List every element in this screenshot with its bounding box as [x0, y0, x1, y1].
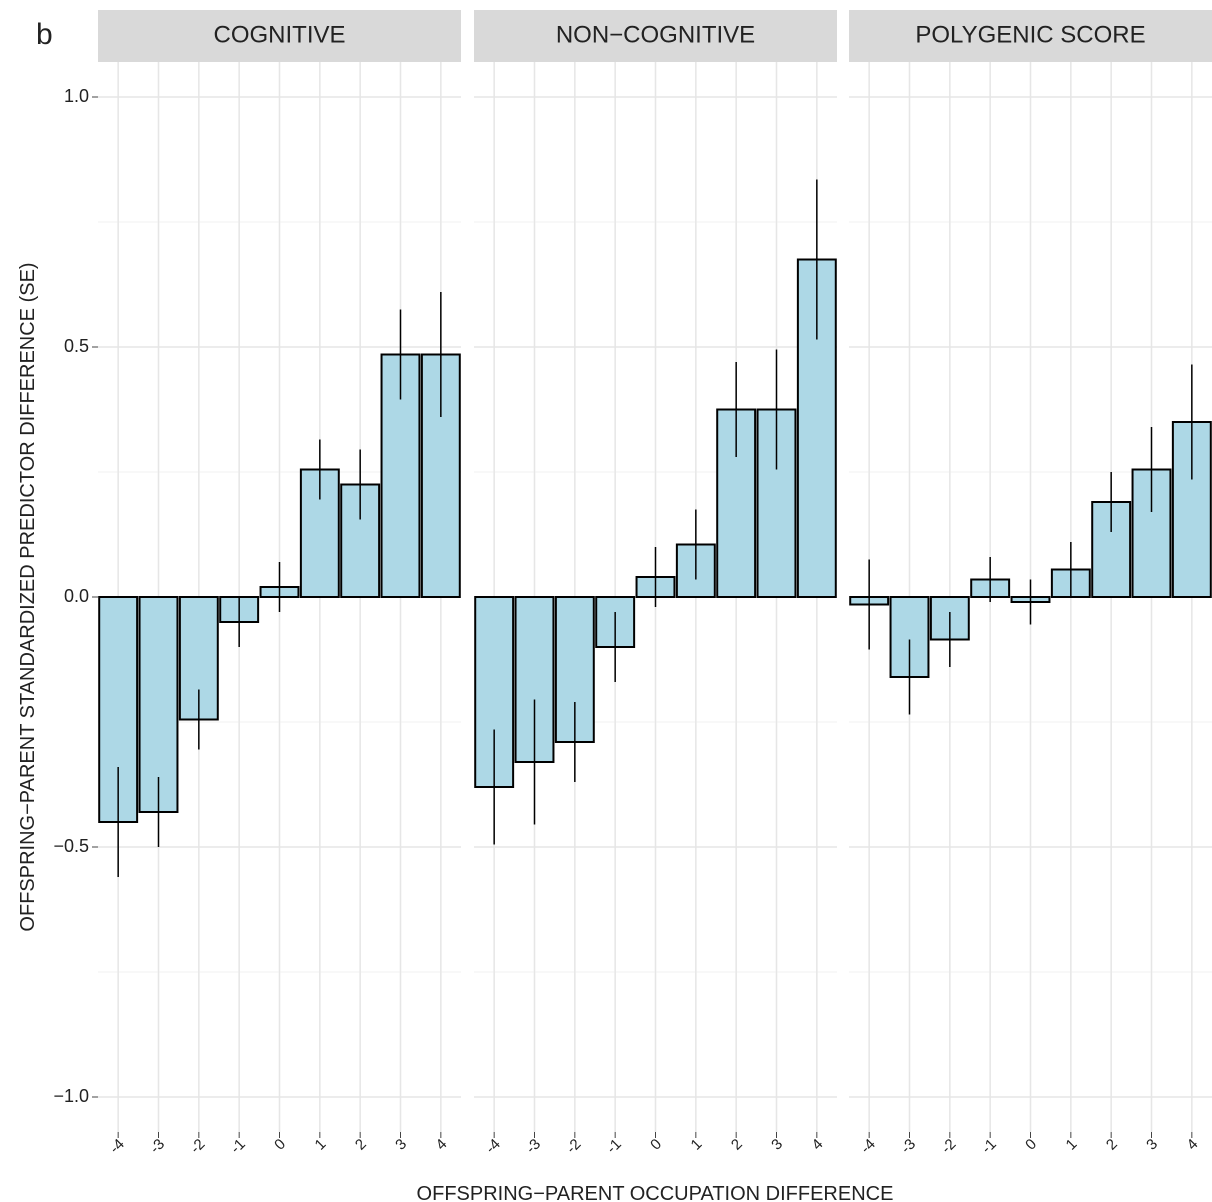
x-tick-label: 3: [768, 1136, 786, 1154]
x-tick-label: -4: [482, 1136, 503, 1157]
x-axis-label: OFFSPRING−PARENT OCCUPATION DIFFERENCE: [417, 1183, 894, 1202]
x-tick-label: 0: [271, 1136, 289, 1154]
x-tick-label: -4: [106, 1136, 127, 1157]
x-tick-label: 4: [433, 1136, 451, 1154]
x-tick-label: 2: [352, 1136, 370, 1154]
x-tick-label: 0: [1022, 1136, 1040, 1154]
y-axis-label: OFFSPRING−PARENT STANDARDIZED PREDICTOR …: [17, 262, 39, 931]
bar: [138, 596, 179, 813]
x-tick-label: -1: [978, 1136, 999, 1157]
x-tick-label: 0: [647, 1136, 665, 1154]
x-tick-label: 1: [688, 1136, 706, 1154]
x-tick-label: 3: [1143, 1136, 1161, 1154]
y-tick-label: 0.5: [64, 336, 89, 356]
x-tick-label: -3: [898, 1136, 919, 1157]
x-tick-label: -1: [227, 1136, 248, 1157]
facet-title: POLYGENIC SCORE: [915, 21, 1145, 48]
x-tick-label: 4: [1184, 1136, 1202, 1154]
y-tick-label: 1.0: [64, 86, 89, 106]
y-tick-label: 0.0: [64, 586, 89, 606]
facet-title: NON−COGNITIVE: [556, 21, 755, 48]
x-tick-label: 2: [1103, 1136, 1121, 1154]
x-tick-label: -2: [563, 1136, 584, 1157]
y-tick-label: −0.5: [53, 836, 89, 856]
x-tick-label: -3: [523, 1136, 544, 1157]
x-tick-label: 2: [728, 1136, 746, 1154]
y-tick-label: −1.0: [53, 1086, 89, 1106]
strip-background: [849, 10, 1212, 62]
bar: [716, 408, 757, 598]
x-tick-label: -2: [938, 1136, 959, 1157]
x-tick-label: 4: [809, 1136, 827, 1154]
x-tick-label: -1: [603, 1136, 624, 1157]
x-tick-label: -2: [187, 1136, 208, 1157]
x-tick-label: -4: [857, 1136, 878, 1157]
facet-title: COGNITIVE: [213, 21, 345, 48]
x-tick-label: 1: [312, 1136, 330, 1154]
x-tick-label: 3: [392, 1136, 410, 1154]
panel-label: b: [36, 18, 53, 51]
x-tick-label: 1: [1063, 1136, 1081, 1154]
x-tick-label: -3: [147, 1136, 168, 1157]
strip-background: [474, 10, 837, 62]
strip-background: [98, 10, 461, 62]
